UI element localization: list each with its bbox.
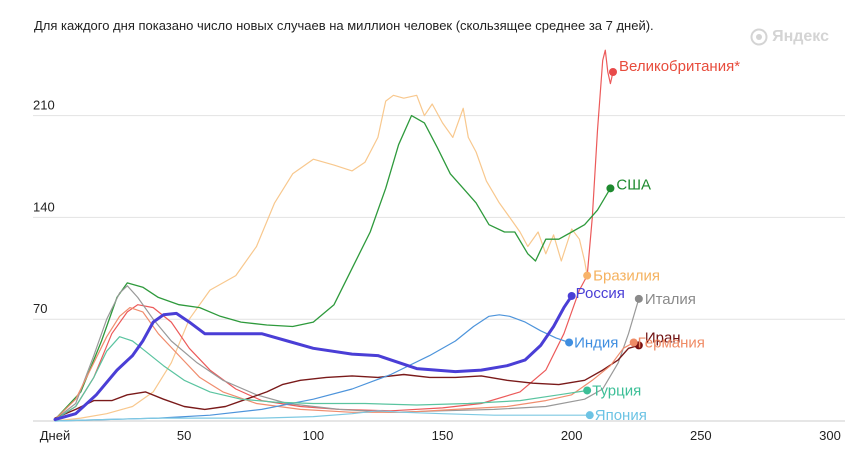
series-line — [54, 410, 591, 422]
watermark-text: Яндекс — [772, 28, 829, 45]
y-tick-label: 140 — [33, 199, 55, 214]
series-label: Россия — [576, 285, 625, 302]
series-labels: Бразилия Великобритания* США Италия ИранГерм… — [565, 58, 740, 424]
series-end-dot — [565, 338, 574, 347]
series-end-dot — [583, 271, 592, 280]
series-label: Германия — [638, 334, 705, 351]
series-line — [54, 114, 612, 421]
yandex-watermark: Яндекс — [750, 28, 829, 46]
series-label: Япония — [595, 407, 647, 424]
series-line — [53, 294, 574, 421]
series-end-dot — [606, 184, 615, 193]
x-axis-label: Дней — [40, 428, 70, 443]
grid-lines — [33, 115, 845, 320]
y-tick-label: 70 — [33, 301, 47, 316]
series-line — [54, 307, 635, 421]
chart-subtitle: Для каждого дня показано число новых слу… — [34, 18, 654, 33]
series-label: Бразилия — [593, 268, 660, 285]
series-label: Великобритания* — [619, 58, 740, 75]
x-tick-label: 50 — [177, 428, 191, 443]
series-line — [54, 94, 588, 422]
series-line — [54, 285, 640, 421]
series-end-dot — [629, 338, 638, 347]
x-tick-label: 300 — [819, 428, 841, 443]
series-layer — [53, 49, 640, 422]
x-tick-label: 100 — [302, 428, 324, 443]
series-line — [54, 336, 588, 421]
yandex-logo-icon — [750, 28, 768, 46]
series-label: Италия — [645, 291, 696, 308]
x-tick-label: 250 — [690, 428, 712, 443]
series-line — [54, 314, 570, 422]
series-label: Иран — [645, 329, 681, 346]
series-end-dot — [609, 67, 617, 76]
series-line — [54, 49, 614, 421]
series-label: Турция — [592, 382, 641, 399]
series-label: США — [616, 176, 651, 193]
series-label: Индия — [574, 334, 618, 351]
x-tick-label: 200 — [561, 428, 583, 443]
axes: 70 140 210 Дней 50 100 150 200 250 300 — [33, 98, 845, 443]
series-line — [54, 344, 640, 419]
series-end-dot — [634, 294, 643, 303]
series-end-dot — [567, 291, 576, 300]
x-tick-label: 150 — [432, 428, 454, 443]
series-end-dot — [585, 411, 594, 420]
y-tick-label: 210 — [33, 98, 55, 113]
series-end-dot — [583, 386, 592, 395]
